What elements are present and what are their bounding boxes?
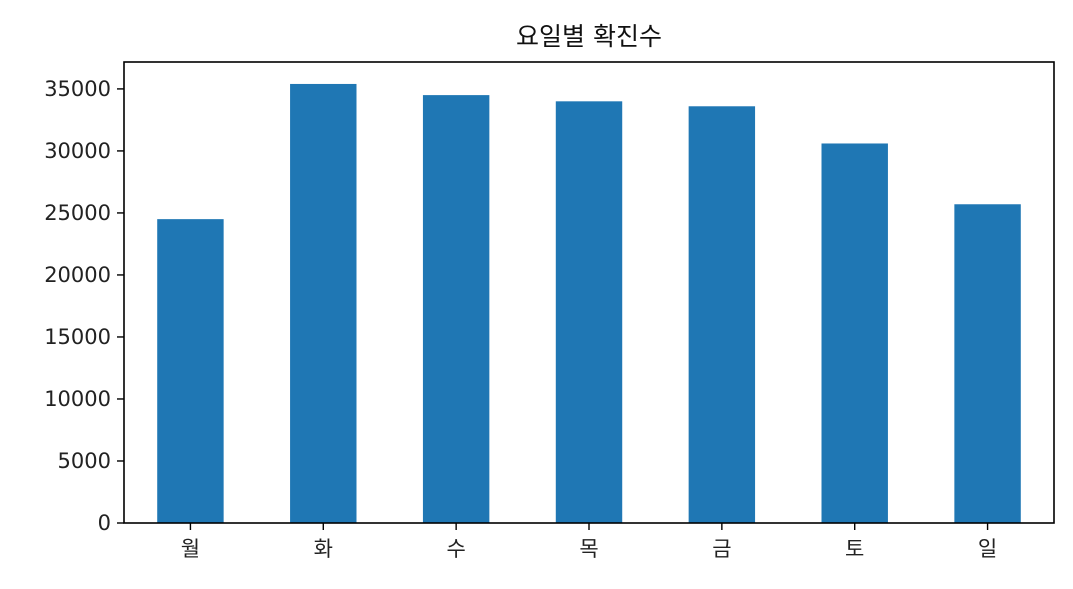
plot-frame — [123, 61, 1055, 524]
x-tick-label-2: 화 — [314, 537, 333, 561]
bar-5 — [688, 106, 756, 523]
chart-title: 요일별 확진수 — [516, 22, 662, 51]
x-tick-label-6: 토 — [845, 537, 864, 561]
bar-1 — [157, 219, 224, 523]
bars-layer — [157, 83, 1021, 524]
x-tick-label-4: 목 — [579, 537, 598, 561]
bar-3 — [422, 95, 490, 524]
y-tick-label-6: 25000 — [44, 201, 111, 225]
y-tick-label-1: 0 — [98, 511, 111, 535]
bar-2 — [290, 83, 357, 523]
x-tick-label-5: 금 — [712, 537, 731, 561]
y-tick-label-8: 35000 — [44, 77, 111, 101]
x-tick-label-1: 월 — [181, 537, 200, 561]
y-axis: 0 5000 10000 15000 20000 25000 30000 35000 — [44, 77, 124, 535]
bar-7 — [954, 204, 1021, 523]
bar-6 — [821, 143, 888, 524]
y-tick-label-2: 5000 — [58, 449, 111, 473]
y-tick-label-7: 30000 — [44, 139, 111, 163]
y-tick-label-4: 15000 — [44, 325, 111, 349]
bar-4 — [555, 101, 623, 523]
y-tick-label-5: 20000 — [44, 263, 111, 287]
y-tick-label-3: 10000 — [44, 387, 111, 411]
x-tick-label-7: 일 — [978, 537, 997, 561]
x-tick-label-3: 수 — [446, 537, 465, 561]
